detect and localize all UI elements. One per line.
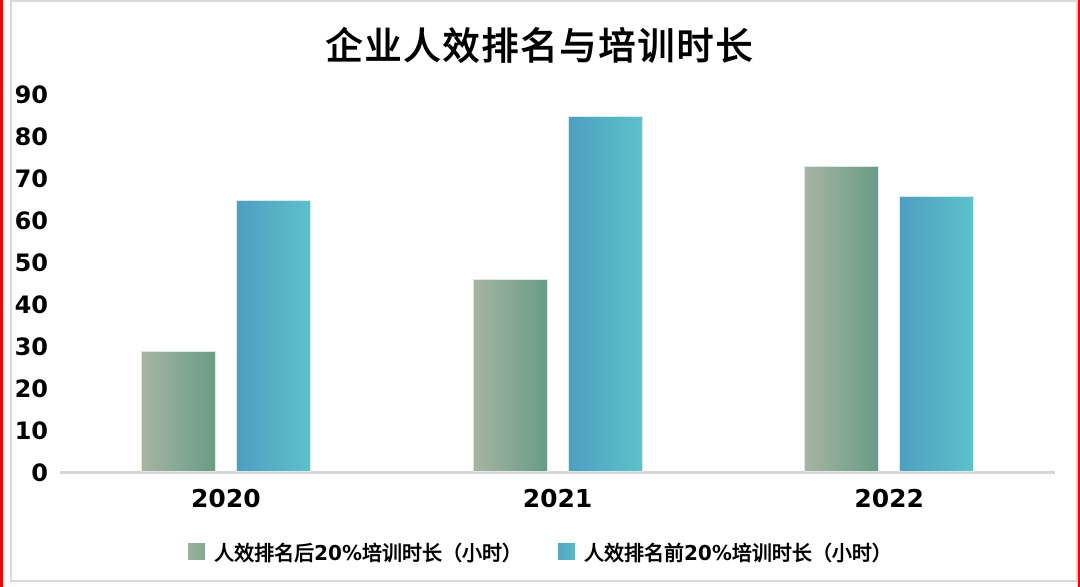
bar-2021-series2	[567, 115, 643, 472]
bar-group-2020	[60, 95, 392, 472]
plot-area	[60, 95, 1055, 472]
bar-2021-series1	[472, 279, 548, 472]
bar-group-2021	[392, 95, 724, 472]
y-tick-label-90: 90	[14, 81, 48, 109]
y-axis-tick-labels: 0 10 20 30 40 50 60 70 80 90	[0, 83, 50, 485]
legend: 人效排名后20%培训时长（小时） 人效排名前20%培训时长（小时）	[0, 537, 1080, 566]
legend-swatch-icon-series2	[558, 543, 575, 560]
y-tick-label-50: 50	[14, 249, 48, 277]
y-tick-label-60: 60	[14, 207, 48, 235]
legend-label-series2: 人效排名前20%培训时长（小时）	[584, 541, 892, 565]
y-tick-label-70: 70	[14, 165, 48, 193]
x-axis-label-2022: 2022	[854, 484, 924, 513]
legend-swatch-icon-series1	[188, 543, 206, 560]
left-red-edge-line	[0, 0, 3, 587]
y-tick-label-10: 10	[14, 417, 48, 445]
bar-2022-series1	[804, 166, 880, 472]
legend-label-series1: 人效排名后20%培训时长（小时）	[214, 541, 522, 565]
bar-2020-series1	[140, 350, 216, 472]
y-tick-label-20: 20	[14, 375, 48, 403]
x-axis-label-2021: 2021	[522, 484, 593, 513]
x-axis-category-labels: 2020 2021 2022	[60, 484, 1055, 513]
right-red-edge-line	[1078, 0, 1080, 587]
y-tick-label-30: 30	[14, 333, 48, 361]
x-axis-line	[60, 471, 1055, 474]
x-axis-label-2020: 2020	[191, 484, 261, 513]
bar-group-2022	[723, 95, 1055, 472]
y-tick-label-0: 0	[31, 459, 48, 487]
chart-title: 企业人效排名与培训时长	[325, 25, 755, 68]
bar-2020-series2	[235, 199, 311, 472]
y-tick-label-80: 80	[14, 123, 48, 151]
legend-item-series2: 人效排名前20%培训时长（小时）	[558, 537, 892, 566]
bar-2022-series2	[899, 195, 975, 472]
y-tick-label-40: 40	[14, 291, 48, 319]
legend-item-series1: 人效排名后20%培训时长（小时）	[188, 537, 522, 566]
